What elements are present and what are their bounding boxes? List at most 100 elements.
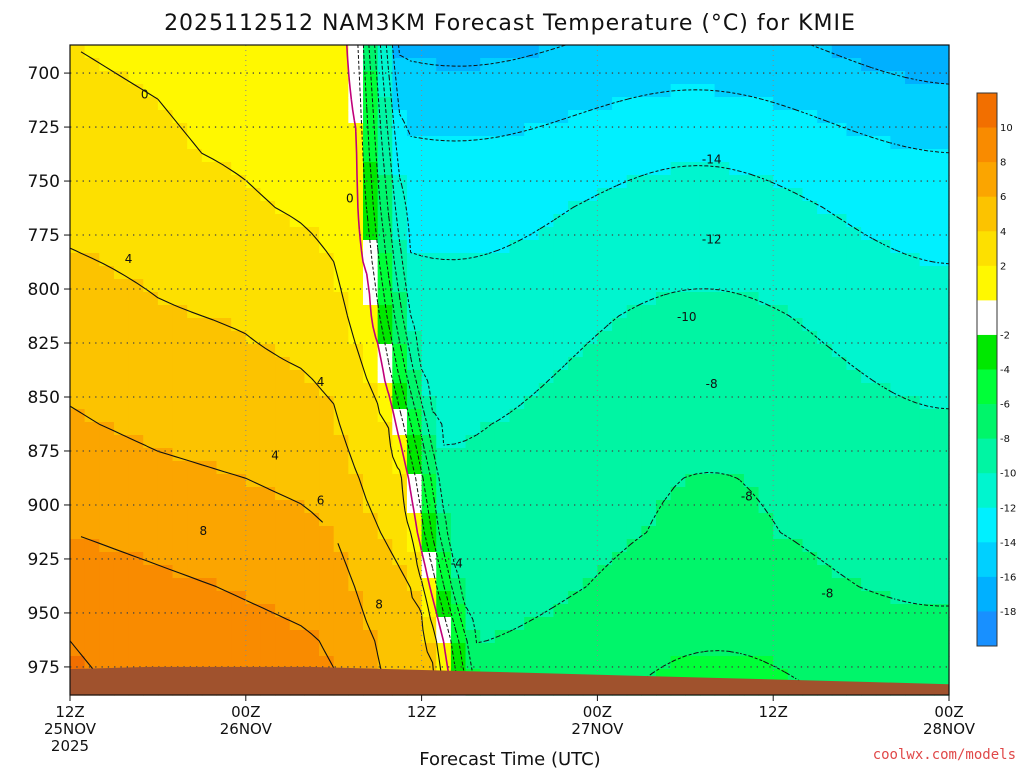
heat-cell	[289, 357, 305, 371]
heat-cell	[157, 305, 174, 319]
heat-cell	[245, 474, 262, 488]
heat-cell	[670, 149, 686, 163]
heat-cell	[846, 461, 862, 475]
heat-cell	[758, 240, 774, 254]
heat-cell	[260, 279, 276, 293]
heat-cell	[157, 578, 174, 592]
heat-cell	[377, 487, 393, 501]
heat-cell	[494, 188, 511, 202]
heat-cell	[846, 162, 862, 176]
heat-cell	[436, 331, 452, 345]
heat-cell	[260, 474, 276, 488]
heat-cell	[216, 188, 232, 202]
heat-cell	[934, 487, 950, 501]
heat-cell	[685, 214, 701, 228]
heat-cell	[802, 253, 818, 267]
heat-cell	[260, 175, 276, 189]
heat-cell	[99, 643, 115, 657]
heat-cell	[187, 435, 203, 449]
heat-cell	[773, 149, 789, 163]
heat-cell	[113, 344, 130, 358]
heat-cell	[568, 214, 584, 228]
heat-cell	[128, 344, 144, 358]
heat-cell	[699, 292, 716, 306]
heat-cell	[494, 539, 511, 553]
heat-cell	[494, 500, 511, 514]
heat-cell	[670, 214, 686, 228]
heat-cell	[817, 422, 833, 436]
colorbar-swatch	[977, 93, 997, 128]
heat-cell	[113, 240, 130, 254]
heat-cell	[319, 344, 335, 358]
heat-cell	[524, 110, 540, 124]
heat-cell	[919, 604, 935, 618]
heat-cell	[919, 370, 935, 384]
heat-cell	[875, 357, 891, 371]
heat-cell	[157, 461, 174, 475]
heat-cell	[260, 45, 276, 59]
heat-cell	[553, 97, 569, 111]
heat-cell	[187, 513, 203, 527]
heat-cell	[538, 578, 555, 592]
heat-cell	[143, 552, 159, 566]
colorbar-tick-label: -4	[1000, 365, 1010, 376]
heat-cell	[714, 526, 730, 540]
heat-cell	[509, 214, 525, 228]
heat-cell	[275, 435, 291, 449]
heat-cell	[494, 435, 511, 449]
heat-cell	[436, 318, 452, 332]
heat-cell	[758, 487, 774, 501]
heat-cell	[70, 604, 86, 618]
heat-cell	[465, 123, 481, 137]
heat-cell	[831, 487, 848, 501]
heat-cell	[275, 604, 291, 618]
heat-cell	[392, 305, 408, 319]
heat-cell	[802, 604, 818, 618]
heat-cell	[934, 422, 950, 436]
heat-cell	[99, 409, 115, 423]
heat-cell	[846, 565, 862, 579]
heat-cell	[99, 344, 115, 358]
heat-cell	[538, 162, 555, 176]
heat-cell	[817, 162, 833, 176]
heat-cell	[260, 305, 276, 319]
heat-cell	[377, 591, 393, 605]
heat-cell	[450, 175, 467, 189]
heat-cell	[494, 305, 511, 319]
heat-cell	[275, 513, 291, 527]
heat-cell	[406, 279, 423, 293]
heat-cell	[670, 331, 686, 345]
heat-cell	[245, 214, 262, 228]
heat-cell	[656, 305, 672, 319]
heat-cell	[905, 240, 921, 254]
heat-cell	[245, 604, 262, 618]
heat-cell	[787, 162, 804, 176]
heat-cell	[524, 591, 540, 605]
heat-cell	[670, 370, 686, 384]
heat-cell	[861, 396, 877, 410]
heat-cell	[773, 136, 789, 150]
heat-cell	[99, 526, 115, 540]
heat-cell	[905, 526, 921, 540]
heat-cell	[714, 201, 730, 215]
heat-cell	[245, 656, 262, 670]
heat-cell	[231, 266, 247, 280]
heat-cell	[406, 227, 423, 241]
heat-cell	[480, 344, 496, 358]
heat-cell	[201, 630, 218, 644]
heat-cell	[524, 383, 540, 397]
heat-cell	[260, 383, 276, 397]
heat-cell	[70, 279, 86, 293]
heat-cell	[216, 461, 232, 475]
heat-cell	[597, 136, 613, 150]
heat-cell	[113, 383, 130, 397]
heat-cell	[260, 357, 276, 371]
heat-cell	[450, 422, 467, 436]
heat-cell	[319, 396, 335, 410]
heat-cell	[553, 331, 569, 345]
heat-cell	[172, 123, 188, 137]
heat-cell	[861, 188, 877, 202]
heat-cell	[245, 58, 262, 72]
y-tick-label: 850	[28, 388, 60, 408]
heat-cell	[406, 383, 423, 397]
